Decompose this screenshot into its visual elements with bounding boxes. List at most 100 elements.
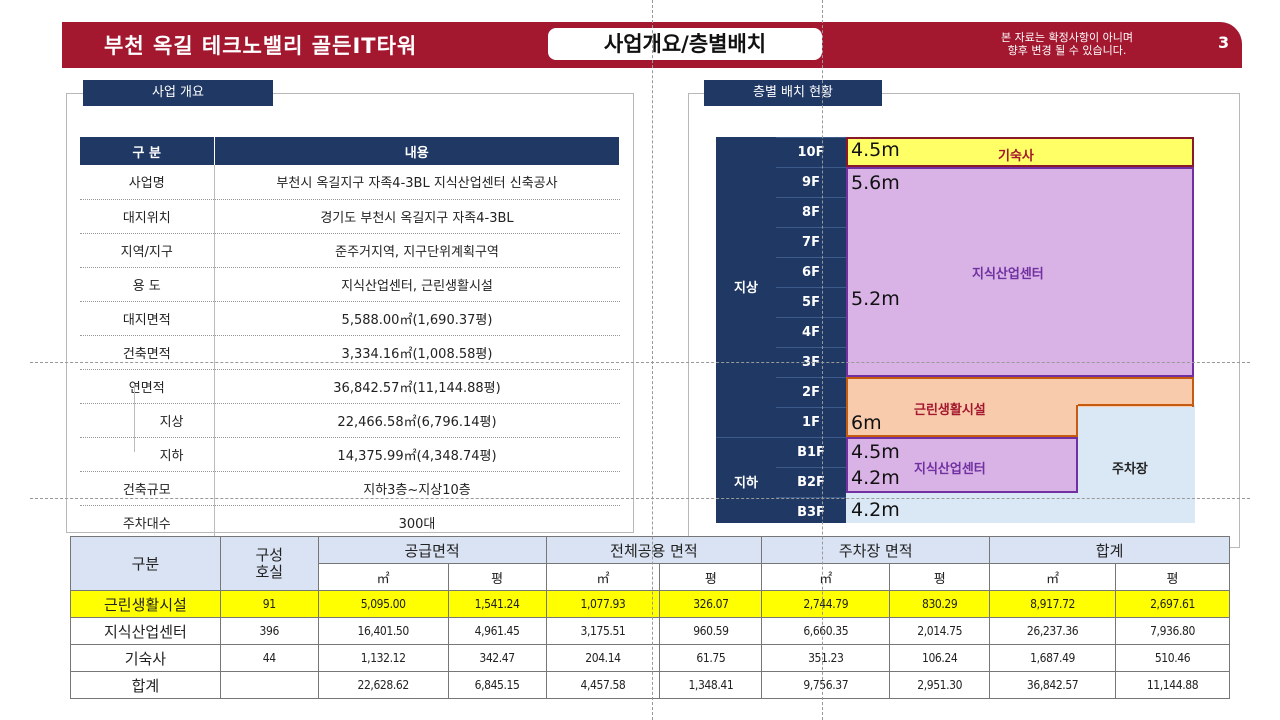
- knowledge-center-label: 지식산업센터: [972, 267, 1044, 282]
- table-row: 기숙사 44 1,132.12 342.47 204.14 61.75 351.…: [70, 644, 1230, 672]
- area-cell: 2,014.75: [889, 617, 991, 645]
- page-number: 3: [1218, 33, 1230, 52]
- floor-cell: 10F: [776, 137, 846, 167]
- area-cell: 2,697.61: [1115, 590, 1230, 618]
- overview-header-content: 내용: [214, 137, 620, 165]
- floor-cell: B1F: [776, 437, 846, 467]
- overview-value: 14,375.99㎡(4,348.74평): [214, 437, 620, 472]
- guide-line: [30, 362, 1250, 363]
- table-row: 지역/지구 준주거지역, 지구단위계획구역: [80, 233, 620, 268]
- overview-key: 건축면적: [80, 335, 215, 370]
- overview-header-category: 구 분: [80, 137, 215, 165]
- area-cell: 36,842.57: [989, 671, 1117, 699]
- table-row: 지하 14,375.99㎡(4,348.74평): [80, 437, 620, 472]
- guide-line: [822, 0, 823, 720]
- area-cell: 342.47: [447, 644, 547, 672]
- area-cell: 4,961.45: [447, 617, 547, 645]
- overview-key: 대지위치: [80, 199, 215, 234]
- area-cell: 351.23: [761, 644, 891, 672]
- height-label: 5.6m: [851, 172, 900, 194]
- overview-key: 지역/지구: [80, 233, 215, 268]
- area-cell: 4,457.58: [545, 671, 661, 699]
- area-cell: 106.24: [889, 644, 991, 672]
- overview-key: 연면적: [80, 369, 215, 404]
- area-cell: 326.07: [659, 590, 763, 618]
- overview-value: 부천시 옥길지구 자족4-3BL 지식산업센터 신축공사: [214, 165, 620, 200]
- retail-block-upper: [846, 377, 1194, 407]
- area-cell: 11,144.88: [1115, 671, 1230, 699]
- floor-cell: 7F: [776, 227, 846, 257]
- floor-cell: 4F: [776, 317, 846, 347]
- area-cell: 9,756.37: [761, 671, 891, 699]
- floor-cell: 9F: [776, 167, 846, 197]
- area-row-name: 기숙사: [70, 644, 221, 672]
- unit-sqm: ㎡: [761, 563, 891, 591]
- disclaimer-line-1: 본 자료는 확정사항이 아니며: [1001, 31, 1133, 44]
- floor-cell: 1F: [776, 407, 846, 437]
- area-row-name: 합계: [70, 671, 221, 699]
- area-cell: 44: [219, 644, 319, 672]
- unit-py: 평: [889, 563, 991, 591]
- overview-table: 구 분 내용 사업명 부천시 옥길지구 자족4-3BL 지식산업센터 신축공사 대…: [80, 137, 620, 540]
- floor-cell: 2F: [776, 377, 846, 407]
- floor-cell: 8F: [776, 197, 846, 227]
- area-cell: 1,541.24: [447, 590, 547, 618]
- area-cell: [219, 671, 319, 699]
- parking-label: 주차장: [1112, 462, 1148, 477]
- below-ground-label: 지하: [734, 476, 758, 491]
- overview-value: 36,842.57㎡(11,144.88평): [214, 369, 620, 404]
- floor-cell: 6F: [776, 257, 846, 287]
- area-cell: 510.46: [1115, 644, 1230, 672]
- table-row: 용 도 지식산업센터, 근린생활시설: [80, 267, 620, 302]
- area-cell: 6,845.15: [447, 671, 547, 699]
- overview-value: 3,334.16㎡(1,008.58평): [214, 335, 620, 370]
- table-row: 연면적 36,842.57㎡(11,144.88평): [80, 369, 620, 404]
- height-label: 4.2m: [851, 499, 900, 521]
- table-row: 건축면적 3,334.16㎡(1,008.58평): [80, 335, 620, 370]
- overview-key: 용 도: [80, 267, 215, 302]
- table-row: 주차대수 300대: [80, 505, 620, 540]
- parking-block: 주차장: [1078, 405, 1195, 523]
- retail-label: 근린생활시설: [914, 403, 986, 418]
- area-cell: 1,687.49: [989, 644, 1117, 672]
- table-row: 지식산업센터 396 16,401.50 4,961.45 3,175.51 9…: [70, 617, 1230, 645]
- area-header-common: 전체공용 면적: [545, 536, 763, 564]
- knowledge-center-b1-block: 지식산업센터: [846, 437, 1078, 493]
- overview-value: 준주거지역, 지구단위계획구역: [214, 233, 620, 268]
- table-row: 대지위치 경기도 부천시 옥길지구 자족4-3BL: [80, 199, 620, 234]
- above-ground-label: 지상: [734, 281, 758, 296]
- table-row: 사업명 부천시 옥길지구 자족4-3BL 지식산업센터 신축공사: [80, 165, 620, 200]
- table-row: 합계 22,628.62 6,845.15 4,457.58 1,348.41 …: [70, 671, 1230, 699]
- height-label: 6m: [851, 412, 882, 434]
- overview-section-label: 사업 개요: [83, 80, 273, 106]
- disclaimer-note: 본 자료는 확정사항이 아니며 향후 변경 될 수 있습니다.: [962, 31, 1172, 57]
- area-cell: 1,348.41: [659, 671, 763, 699]
- area-cell: 1,132.12: [317, 644, 449, 672]
- area-cell: 8,917.72: [989, 590, 1117, 618]
- area-cell: 5,095.00: [317, 590, 449, 618]
- overview-key: 지하: [80, 437, 215, 472]
- guide-line: [30, 498, 1250, 499]
- overview-key: 대지면적: [80, 301, 215, 336]
- overview-key: 사업명: [80, 165, 215, 200]
- table-row: 대지면적 5,588.00㎡(1,690.37평): [80, 301, 620, 336]
- height-label: 4.2m: [851, 467, 900, 489]
- knowledge-center-b1-label: 지식산업센터: [914, 462, 986, 477]
- area-cell: 7,936.80: [1115, 617, 1230, 645]
- area-cell: 204.14: [545, 644, 661, 672]
- height-label: 5.2m: [851, 288, 900, 310]
- area-header-category: 구분: [70, 536, 221, 591]
- page-subtitle: 사업개요/층별배치: [548, 28, 822, 60]
- height-label: 4.5m: [851, 441, 900, 463]
- area-header-supply: 공급면적: [317, 536, 547, 564]
- dormitory-block: 기숙사: [846, 137, 1194, 167]
- area-cell: 61.75: [659, 644, 763, 672]
- table-row: 지상 22,466.58㎡(6,796.14평): [80, 403, 620, 438]
- table-row: 근린생활시설 91 5,095.00 1,541.24 1,077.93 326…: [70, 590, 1230, 618]
- knowledge-center-block: 지식산업센터: [846, 167, 1194, 377]
- retail-block-lower: [846, 405, 1078, 437]
- unit-sqm: ㎡: [545, 563, 661, 591]
- overview-key: 건축규모: [80, 471, 215, 506]
- height-label: 4.5m: [851, 139, 900, 161]
- disclaimer-line-2: 향후 변경 될 수 있습니다.: [1007, 44, 1127, 57]
